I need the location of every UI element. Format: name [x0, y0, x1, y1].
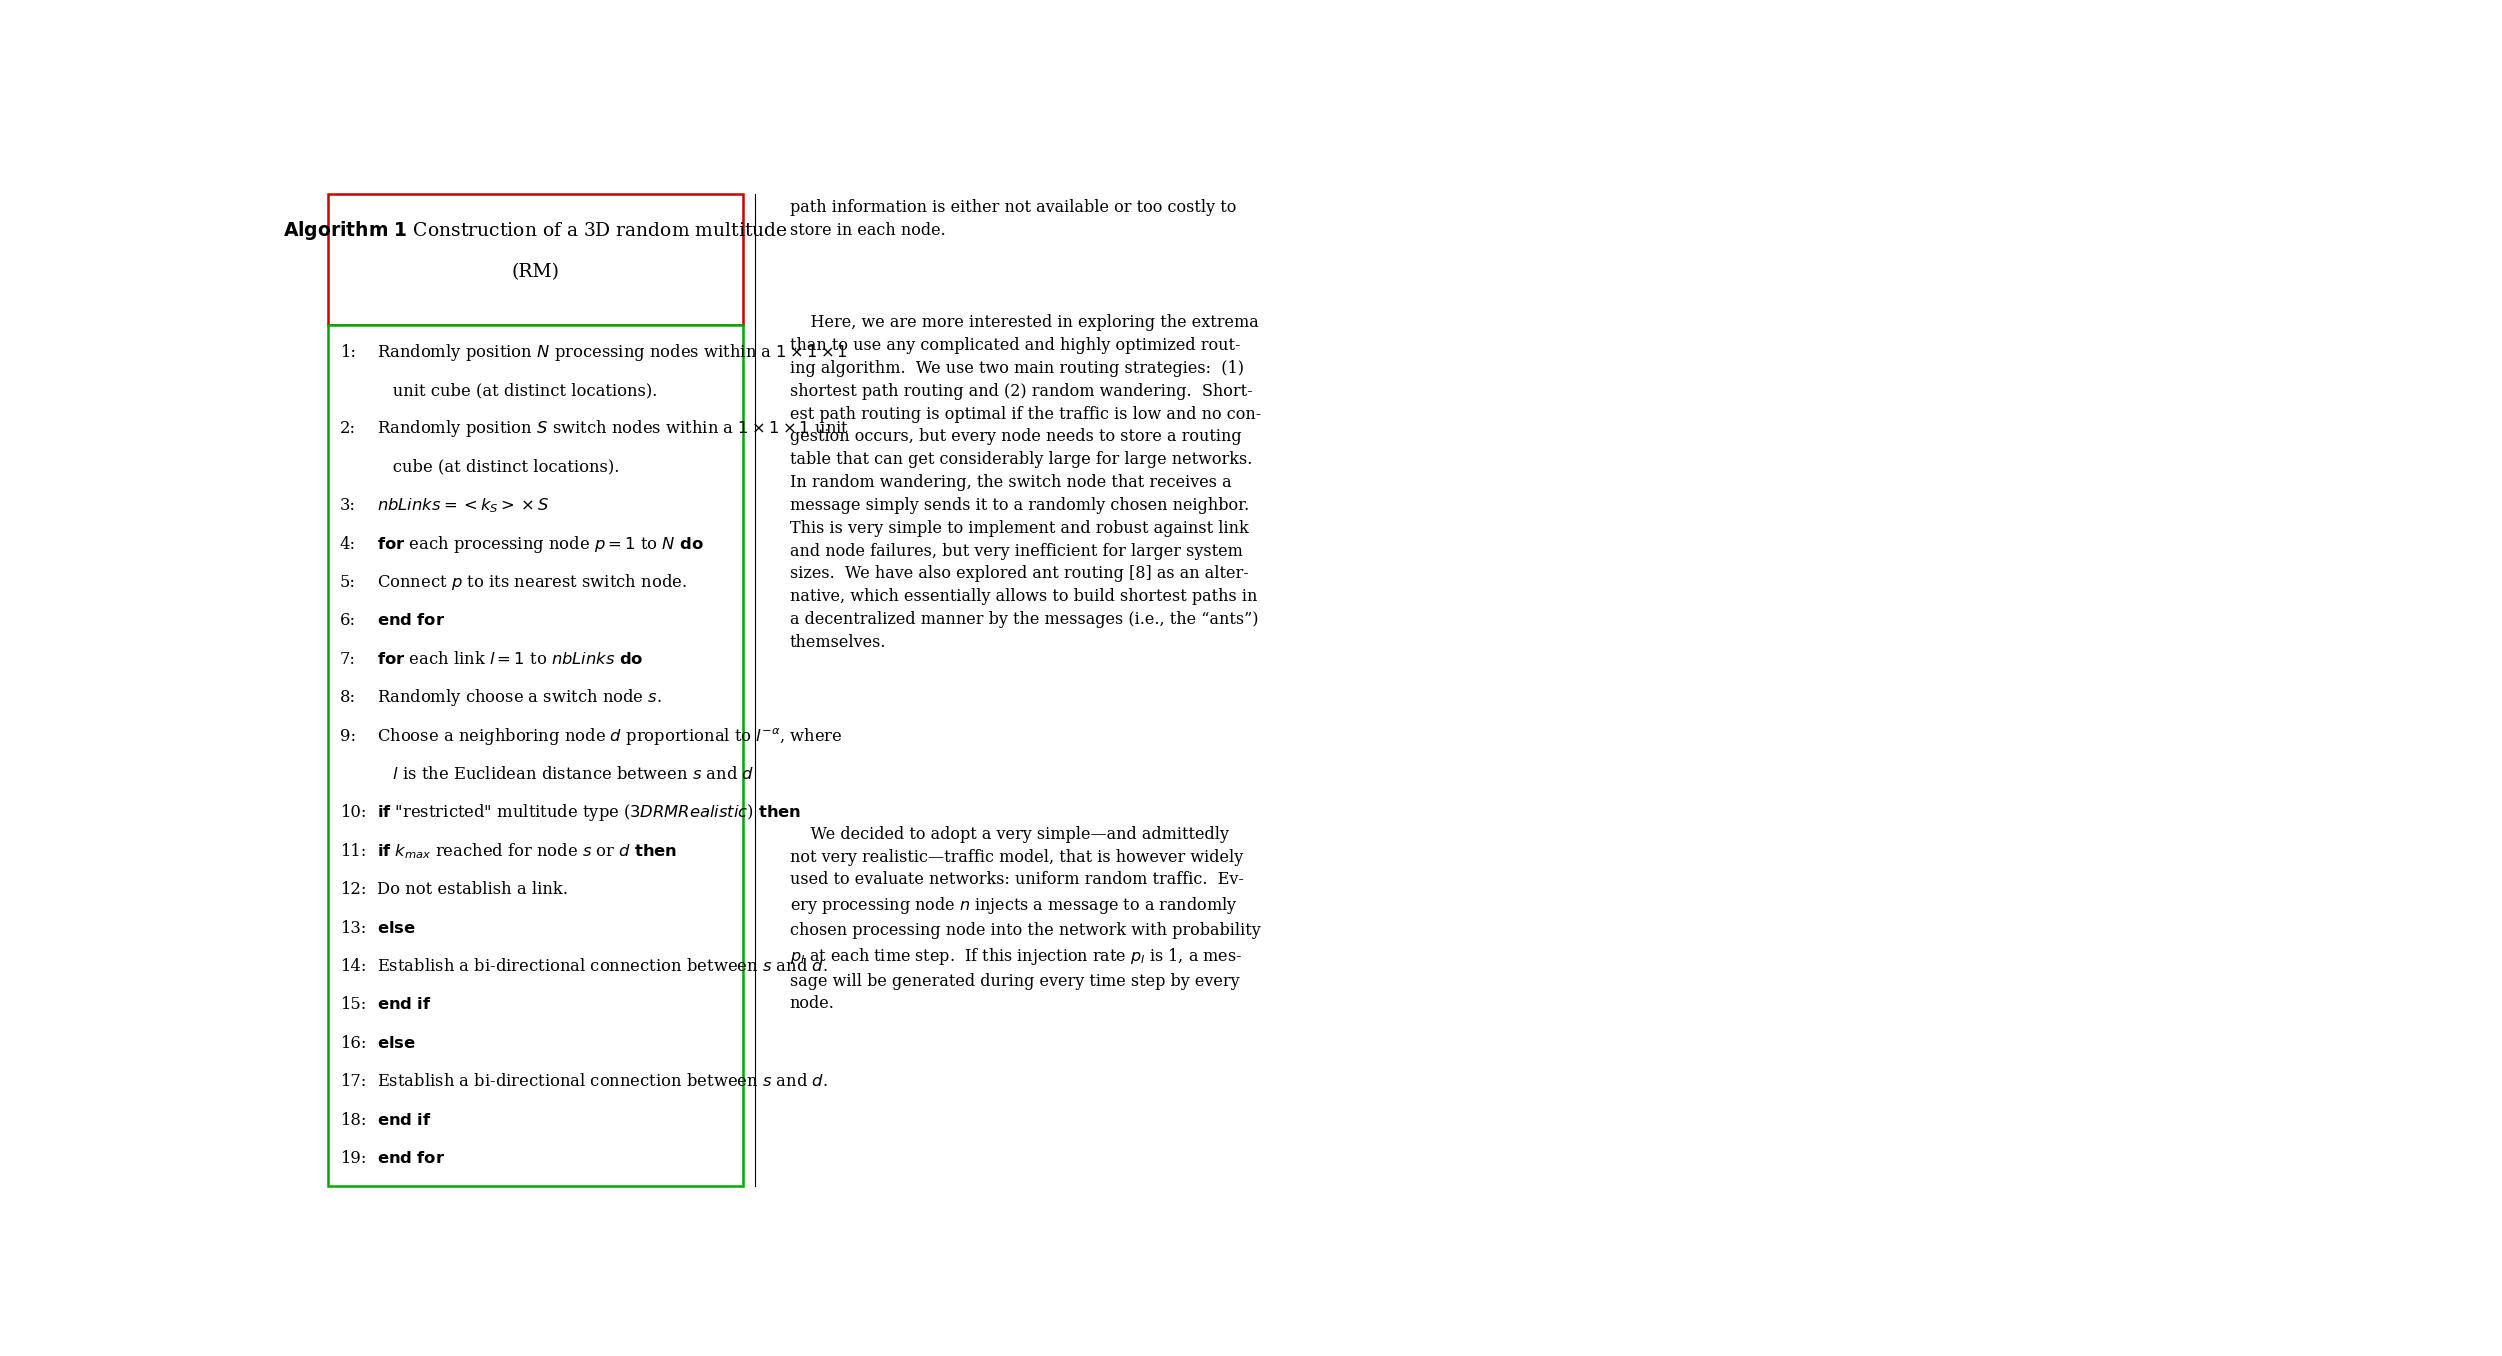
- Text: $l$ is the Euclidean distance between $s$ and $d$: $l$ is the Euclidean distance between $s…: [378, 766, 753, 782]
- Text: $\bf{else}$: $\bf{else}$: [378, 919, 415, 937]
- Text: path information is either not available or too costly to
store in each node.: path information is either not available…: [791, 199, 1236, 239]
- Text: (RM): (RM): [513, 263, 560, 281]
- Text: unit cube (at distinct locations).: unit cube (at distinct locations).: [378, 382, 658, 399]
- Text: 12:: 12:: [340, 881, 365, 898]
- Text: $\bf{if}$ $k_{max}$ reached for node $s$ or $d$ $\bf{then}$: $\bf{if}$ $k_{max}$ reached for node $s$…: [378, 841, 678, 861]
- Text: 7:: 7:: [340, 651, 355, 667]
- Text: $\bf{end\ for}$: $\bf{end\ for}$: [378, 1150, 445, 1168]
- Text: $\bf{end\ if}$: $\bf{end\ if}$: [378, 1112, 430, 1128]
- Text: Randomly position $N$ processing nodes within a $1\times1\times1$: Randomly position $N$ processing nodes w…: [378, 342, 848, 362]
- Text: Do not establish a link.: Do not establish a link.: [378, 881, 568, 898]
- FancyBboxPatch shape: [328, 324, 743, 1186]
- Text: 9:: 9:: [340, 728, 355, 744]
- Text: Connect $p$ to its nearest switch node.: Connect $p$ to its nearest switch node.: [378, 572, 686, 593]
- Text: 13:: 13:: [340, 919, 365, 937]
- Text: 2:: 2:: [340, 420, 355, 438]
- Text: 4:: 4:: [340, 536, 355, 553]
- Text: Randomly choose a switch node $s$.: Randomly choose a switch node $s$.: [378, 687, 661, 708]
- Text: $\bf{for}$ each processing node $p = 1$ to $N$ $\bf{do}$: $\bf{for}$ each processing node $p = 1$ …: [378, 533, 703, 555]
- Text: cube (at distinct locations).: cube (at distinct locations).: [378, 458, 618, 476]
- Text: 10:: 10:: [340, 804, 365, 822]
- Text: 16:: 16:: [340, 1035, 365, 1052]
- Text: Randomly position $S$ switch nodes within a $1\times1\times1$ unit: Randomly position $S$ switch nodes withi…: [378, 419, 848, 439]
- Text: 6:: 6:: [340, 613, 355, 629]
- Text: $\bf{if}$ "restricted" multitude type ($3DRMRealistic$) $\bf{then}$: $\bf{if}$ "restricted" multitude type ($…: [378, 803, 801, 823]
- Text: 8:: 8:: [340, 689, 355, 706]
- Text: Here, we are more interested in exploring the extrema
than to use any complicate: Here, we are more interested in explorin…: [791, 315, 1261, 651]
- Text: 18:: 18:: [340, 1112, 365, 1128]
- Text: $\bf{end\ for}$: $\bf{end\ for}$: [378, 613, 445, 629]
- Text: 1:: 1:: [340, 343, 355, 361]
- Text: Choose a neighboring node $d$ proportional to $l^{-\alpha}$, where: Choose a neighboring node $d$ proportion…: [378, 725, 843, 747]
- Text: Establish a bi-directional connection between $s$ and $d$.: Establish a bi-directional connection be…: [378, 1073, 828, 1090]
- Text: Establish a bi-directional connection between $s$ and $d$.: Establish a bi-directional connection be…: [378, 957, 828, 975]
- Text: 17:: 17:: [340, 1073, 365, 1090]
- Text: $\mathbf{Algorithm\ 1}$ Construction of a 3D random multitude: $\mathbf{Algorithm\ 1}$ Construction of …: [283, 218, 788, 241]
- Text: $\bf{end\ if}$: $\bf{end\ if}$: [378, 997, 430, 1013]
- Text: 5:: 5:: [340, 574, 355, 591]
- Text: 19:: 19:: [340, 1150, 365, 1168]
- Text: We decided to adopt a very simple—and admittedly
not very realistic—traffic mode: We decided to adopt a very simple—and ad…: [791, 826, 1261, 1013]
- Text: 14:: 14:: [340, 957, 365, 975]
- FancyBboxPatch shape: [328, 194, 743, 324]
- Text: $\bf{for}$ each link $l = 1$ to $nbLinks$ $\bf{do}$: $\bf{for}$ each link $l = 1$ to $nbLinks…: [378, 651, 643, 667]
- Text: 11:: 11:: [340, 842, 365, 860]
- Text: $nbLinks = < k_S > \times S$: $nbLinks = < k_S > \times S$: [378, 496, 548, 515]
- Text: $\bf{else}$: $\bf{else}$: [378, 1035, 415, 1052]
- Text: 15:: 15:: [340, 997, 365, 1013]
- Text: 3:: 3:: [340, 498, 355, 514]
